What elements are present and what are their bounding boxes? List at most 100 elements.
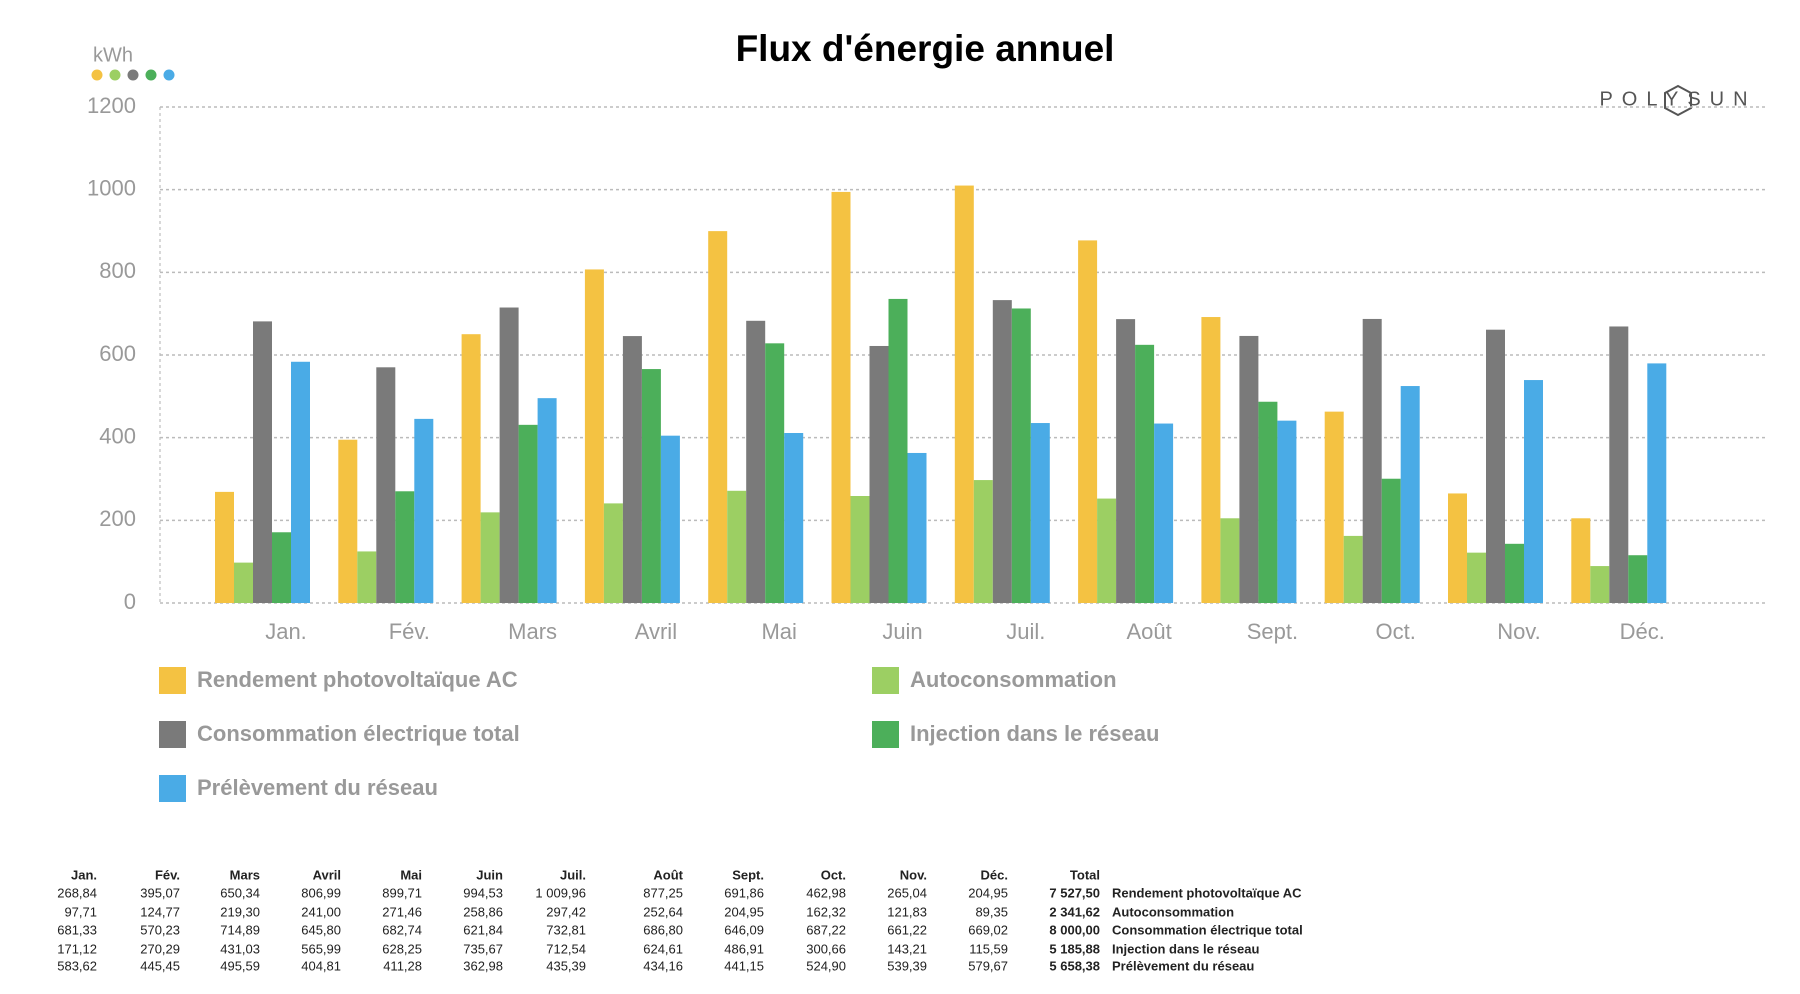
table-cell: 435,39 xyxy=(546,958,586,973)
bar xyxy=(1154,423,1174,603)
x-tick-label: Mai xyxy=(761,619,796,644)
table-cell: 441,15 xyxy=(724,958,764,973)
table-row-name: Injection dans le réseau xyxy=(1112,941,1259,956)
bar xyxy=(1467,552,1486,603)
table-cell: 121,83 xyxy=(887,904,927,919)
table-cell: 486,91 xyxy=(724,941,764,956)
bar xyxy=(1258,401,1278,603)
table-total: 7 527,50 xyxy=(1049,885,1100,900)
table-row-name: Prélèvement du réseau xyxy=(1112,958,1254,973)
table-total: 5 185,88 xyxy=(1049,941,1100,956)
table-cell: 270,29 xyxy=(140,941,180,956)
table-cell: 579,67 xyxy=(968,958,1008,973)
bar xyxy=(603,503,623,603)
table-header: Oct. xyxy=(821,867,846,882)
bar xyxy=(215,491,234,603)
legend-label: Rendement photovoltaïque AC xyxy=(197,667,518,692)
table-cell: 994,53 xyxy=(463,885,503,900)
bar xyxy=(1324,411,1344,603)
y-tick-label: 1200 xyxy=(87,93,136,118)
bar xyxy=(1011,308,1031,603)
unit-label: kWh xyxy=(93,44,133,66)
bar xyxy=(499,307,519,603)
table-cell: 297,42 xyxy=(546,904,586,919)
table-cell: 712,54 xyxy=(546,941,586,956)
table-cell: 362,98 xyxy=(463,958,503,973)
chart-title: Flux d'énergie annuel xyxy=(736,28,1115,69)
table-cell: 1 009,96 xyxy=(535,885,586,900)
bar xyxy=(1343,535,1363,603)
table-cell: 241,00 xyxy=(301,904,341,919)
table-cell: 219,30 xyxy=(220,904,260,919)
x-tick-label: Mars xyxy=(508,619,557,644)
bar xyxy=(1505,543,1524,603)
x-tick-label: Nov. xyxy=(1497,619,1541,644)
x-tick-label: Août xyxy=(1126,619,1171,644)
bar xyxy=(888,298,908,603)
bar xyxy=(1362,318,1382,603)
legend-dot xyxy=(127,69,139,81)
bar xyxy=(954,185,974,603)
x-tick-label: Juin xyxy=(882,619,922,644)
y-tick-label: 0 xyxy=(124,589,136,614)
bar xyxy=(1030,423,1050,603)
table-cell: 877,25 xyxy=(643,885,683,900)
table-cell: 265,04 xyxy=(887,885,927,900)
table-cell: 495,59 xyxy=(220,958,260,973)
table-cell: 434,16 xyxy=(643,958,683,973)
x-tick-label: Avril xyxy=(635,619,677,644)
bar xyxy=(1486,329,1505,603)
table-cell: 583,62 xyxy=(57,958,97,973)
table-cell: 624,61 xyxy=(643,941,683,956)
table-cell: 162,32 xyxy=(806,904,846,919)
x-tick-label: Jan. xyxy=(265,619,307,644)
table-cell: 539,39 xyxy=(887,958,927,973)
bar xyxy=(480,512,500,603)
bar xyxy=(907,452,927,603)
table-cell: 462,98 xyxy=(806,885,846,900)
y-tick-label: 400 xyxy=(99,423,136,448)
table-cell: 411,28 xyxy=(383,958,422,973)
x-tick-label: Sept. xyxy=(1247,619,1298,644)
bar xyxy=(518,424,538,603)
logo: POLYSUN xyxy=(1599,88,1756,110)
table-cell: 271,46 xyxy=(382,904,422,919)
bar xyxy=(291,361,310,603)
bar xyxy=(584,269,604,603)
table-cell: 646,09 xyxy=(724,922,764,937)
table-cell: 171,12 xyxy=(57,941,97,956)
bar xyxy=(1135,344,1155,603)
legend-swatch xyxy=(872,667,899,694)
table-header: Mars xyxy=(230,867,260,882)
bar xyxy=(1448,493,1467,603)
legend-label: Autoconsommation xyxy=(910,667,1117,692)
table-cell: 645,80 xyxy=(301,922,341,937)
table-cell: 268,84 xyxy=(57,885,97,900)
table-cell: 445,45 xyxy=(140,958,180,973)
bar xyxy=(1590,566,1610,603)
bar xyxy=(234,562,253,603)
bar xyxy=(537,398,557,603)
bar xyxy=(831,191,851,603)
table-header: Août xyxy=(653,867,683,882)
bar xyxy=(765,343,785,603)
table-cell: 89,35 xyxy=(975,904,1008,919)
x-tick-label: Fév. xyxy=(389,619,430,644)
x-tick-label: Oct. xyxy=(1376,619,1416,644)
table-cell: 431,03 xyxy=(220,941,260,956)
bar xyxy=(1078,240,1098,604)
y-tick-label: 1000 xyxy=(87,175,136,200)
table-header: Sept. xyxy=(732,867,764,882)
bar xyxy=(1097,498,1117,603)
table-cell: 628,25 xyxy=(382,941,422,956)
bar xyxy=(641,369,661,603)
y-tick-label: 200 xyxy=(99,506,136,531)
table-cell: 570,23 xyxy=(140,922,180,937)
bar xyxy=(973,480,993,603)
table-cell: 258,86 xyxy=(463,904,503,919)
table-header: Juin xyxy=(476,867,503,882)
legend-swatch xyxy=(159,667,186,694)
table-header: Fév. xyxy=(155,867,180,882)
table-cell: 124,77 xyxy=(140,904,180,919)
